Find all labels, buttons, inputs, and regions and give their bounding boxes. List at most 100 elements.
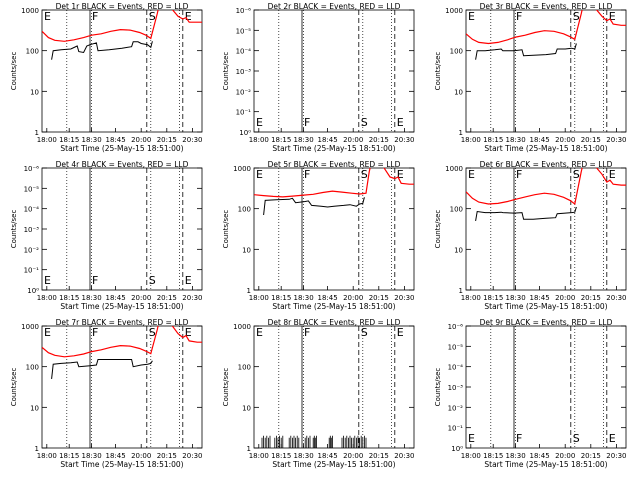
y-tick-label: 10⁰ [451,445,463,453]
y-tick-label: 10⁻⁵ [24,185,40,193]
x-tick-label: 18:15 [59,136,79,144]
y-tick-label: 10⁻² [24,246,40,254]
x-tick-label: 18:30 [82,294,102,302]
marker-label: E [609,10,616,23]
events-burst [261,435,271,448]
y-tick-label: 1 [459,129,463,137]
x-tick-label: 20:30 [606,294,626,302]
y-tick-label: 10⁻⁵ [236,27,252,35]
x-tick-label: 18:15 [271,136,291,144]
x-tick-label: 20:00 [343,294,363,302]
x-tick-label: 20:30 [182,136,202,144]
plot-frame [253,325,415,449]
x-tick-label: 20:15 [369,452,389,460]
y-tick-label: 10 [30,404,39,412]
marker-label: E [256,116,263,129]
lld-series-line [466,168,626,206]
y-tick-label: 10⁻⁶ [24,165,40,173]
y-tick-label: 10 [30,88,39,96]
y-tick-label: 10⁻¹ [236,109,252,117]
x-tick-label: 18:45 [530,294,550,302]
y-tick-label: 100 [238,206,251,214]
marker-label: F [304,116,310,129]
marker-label: E [185,10,192,23]
y-tick-label: 10⁻¹ [448,425,464,433]
x-axis-label: Start Time (25-May-15 18:51:00) [272,144,395,153]
y-tick-label: 1000 [21,323,39,331]
lld-series-line [42,326,202,358]
x-tick-label: 20:00 [555,452,575,460]
x-tick-label: 18:00 [461,294,481,302]
marker-label: F [92,274,98,287]
y-tick-label: 1 [35,445,39,453]
panel-title: Det 9r BLACK = Events, RED = LLD [480,318,613,327]
x-tick-label: 18:30 [294,294,314,302]
x-tick-label: 18:15 [483,452,503,460]
marker-label: E [44,10,51,23]
marker-label: S [361,326,368,339]
y-tick-label: 100 [450,206,463,214]
x-axis-label: Start Time (25-May-15 18:51:00) [60,144,183,153]
marker-label: E [609,432,616,445]
marker-label: F [516,168,522,181]
x-tick-label: 20:30 [182,452,202,460]
y-tick-label: 10⁰ [27,287,39,295]
panel-title: Det 1r BLACK = Events, RED = LLD [56,2,189,11]
x-tick-label: 18:45 [106,136,126,144]
plot-frame [465,325,627,449]
lld-series-line [254,168,414,198]
plot-frame [253,9,415,133]
marker-label: S [149,10,156,23]
marker-label: E [185,326,192,339]
x-tick-label: 18:00 [37,452,57,460]
marker-label: E [468,432,475,445]
y-tick-label: 10⁻³ [236,68,252,76]
x-axis-label: Start Time (25-May-15 18:51:00) [60,302,183,311]
y-axis-label: Counts/sec [434,368,442,407]
y-axis-label: Counts/sec [222,368,230,407]
x-axis-label: Start Time (25-May-15 18:51:00) [484,144,607,153]
panel-title: Det 8r BLACK = Events, RED = LLD [268,318,401,327]
x-tick-label: 18:00 [37,136,57,144]
marker-label: S [361,168,368,181]
x-axis-label: Start Time (25-May-15 18:51:00) [60,460,183,469]
x-tick-label: 20:30 [182,294,202,302]
y-tick-label: 10⁻³ [24,226,40,234]
plot-frame [41,167,203,291]
y-tick-label: 10⁻² [236,88,252,96]
events-burst [304,435,311,448]
y-tick-label: 1000 [445,165,463,173]
y-tick-label: 1000 [233,165,251,173]
marker-label: F [516,10,522,23]
y-tick-label: 1000 [21,7,39,15]
marker-label: E [397,116,404,129]
events-burst [312,435,317,448]
events-burst [341,435,352,448]
marker-label: S [573,432,580,445]
x-tick-label: 18:00 [37,294,57,302]
marker-label: F [92,326,98,339]
events-series-line [51,359,153,379]
marker-label: F [304,168,310,181]
y-tick-label: 100 [26,48,39,56]
x-tick-label: 18:30 [294,136,314,144]
x-tick-label: 20:15 [157,136,177,144]
marker-label: E [397,326,404,339]
x-tick-label: 20:30 [606,452,626,460]
x-tick-label: 20:15 [369,136,389,144]
y-tick-label: 10 [454,88,463,96]
y-tick-label: 100 [238,364,251,372]
x-tick-label: 18:00 [461,136,481,144]
y-tick-label: 10⁻¹ [24,267,40,275]
x-tick-label: 18:30 [294,452,314,460]
plot-frame [41,325,203,449]
y-tick-label: 10 [242,404,251,412]
x-tick-label: 18:45 [530,136,550,144]
